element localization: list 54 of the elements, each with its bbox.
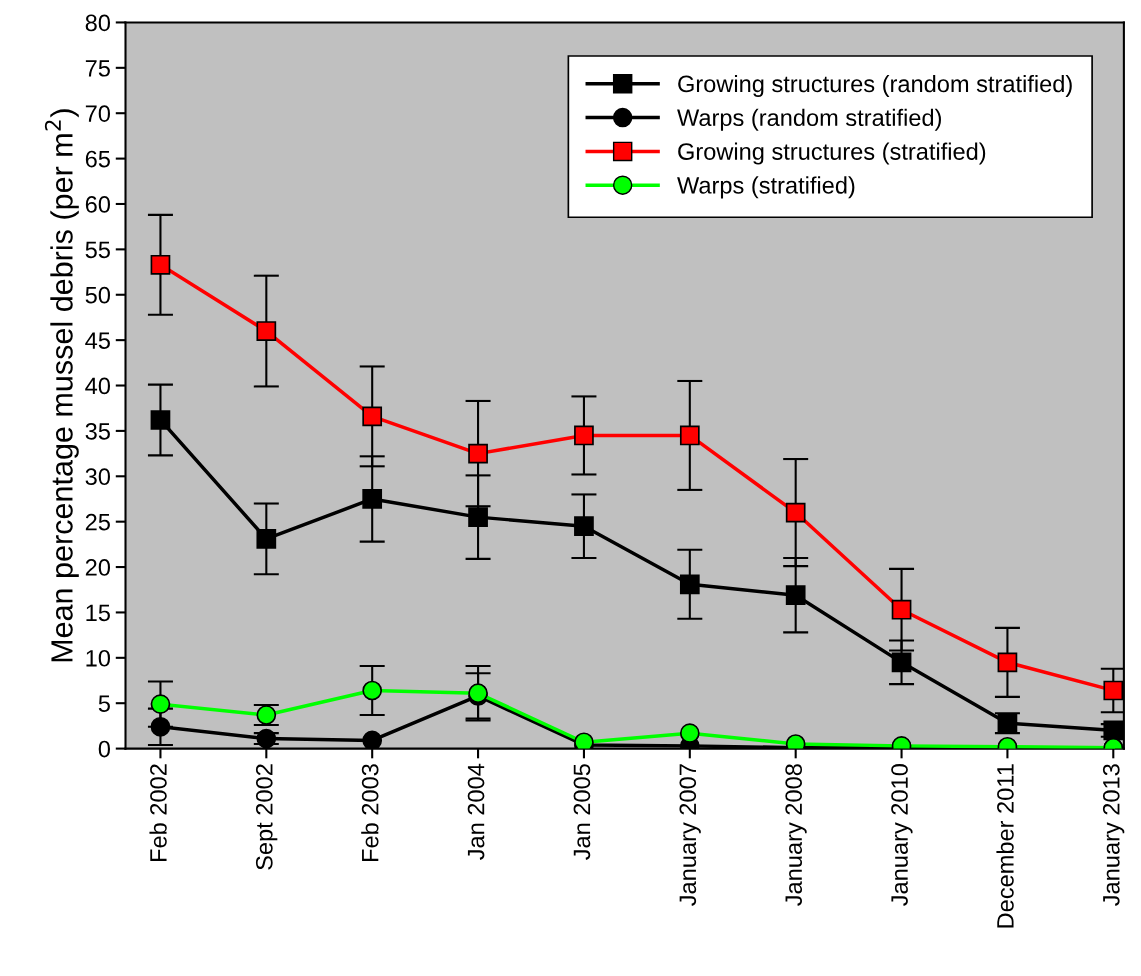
point	[362, 489, 383, 509]
x-tick-label: December 2011	[996, 764, 1014, 928]
point	[574, 516, 594, 537]
point	[891, 652, 912, 673]
point	[150, 410, 171, 430]
point	[150, 694, 171, 714]
y-tick-label: 25	[85, 513, 110, 531]
x-tick-label: January 2007	[679, 764, 701, 906]
legend-label: Growing structures (random stratified)	[678, 74, 1072, 97]
point	[679, 425, 700, 446]
y-tick-label: 0	[98, 740, 110, 758]
y-tick-label: 40	[85, 377, 111, 395]
point	[1103, 680, 1124, 701]
y-tick-label: 75	[85, 60, 110, 77]
y-tick-label: 70	[85, 105, 111, 122]
point	[468, 443, 488, 464]
y-tick-label: 65	[85, 150, 110, 168]
point	[256, 529, 277, 549]
point	[362, 406, 383, 427]
point	[256, 321, 277, 341]
y-tick-label: 10	[86, 649, 111, 667]
y-tick-label: 5	[98, 695, 110, 712]
point	[150, 254, 171, 275]
y-tick-label: 60	[85, 196, 111, 213]
legend-label: Growing structures (stratified)	[678, 142, 986, 165]
x-tick-label: Jan 2004	[467, 763, 485, 860]
y-tick-label: 50	[85, 286, 111, 304]
legend-label: Warps (stratified)	[677, 176, 855, 199]
x-tick-label: January 2010	[891, 764, 913, 906]
x-tick-label: Sept 2002	[255, 764, 278, 870]
y-tick-label: 20	[85, 559, 111, 576]
point	[785, 585, 806, 606]
y-tick-label: 55	[85, 241, 110, 259]
point	[679, 723, 700, 744]
point	[679, 574, 700, 595]
y-tick-label: 45	[85, 332, 110, 349]
y-axis-title: Mean percentage mussel debris (per m$^{2}$)	[44, 109, 79, 662]
point	[362, 680, 383, 701]
x-tick-label: Jan 2005	[573, 764, 591, 860]
point	[891, 599, 912, 620]
x-tick-label: January 2013	[1102, 764, 1125, 906]
y-tick-label: 35	[85, 422, 110, 440]
x-tick-label: January 2008	[785, 764, 807, 906]
x-tick-label: Feb 2003	[361, 764, 379, 861]
point	[362, 730, 383, 749]
y-tick-label: 15	[86, 604, 110, 622]
y-tick-label: 80	[85, 14, 111, 32]
x-tick-label: Feb 2002	[149, 764, 167, 861]
point	[785, 502, 806, 523]
legend-label: Warps (random stratified)	[677, 108, 941, 131]
point	[574, 425, 594, 446]
y-tick-label: 30	[85, 468, 111, 486]
point	[468, 507, 488, 527]
point	[997, 652, 1018, 673]
